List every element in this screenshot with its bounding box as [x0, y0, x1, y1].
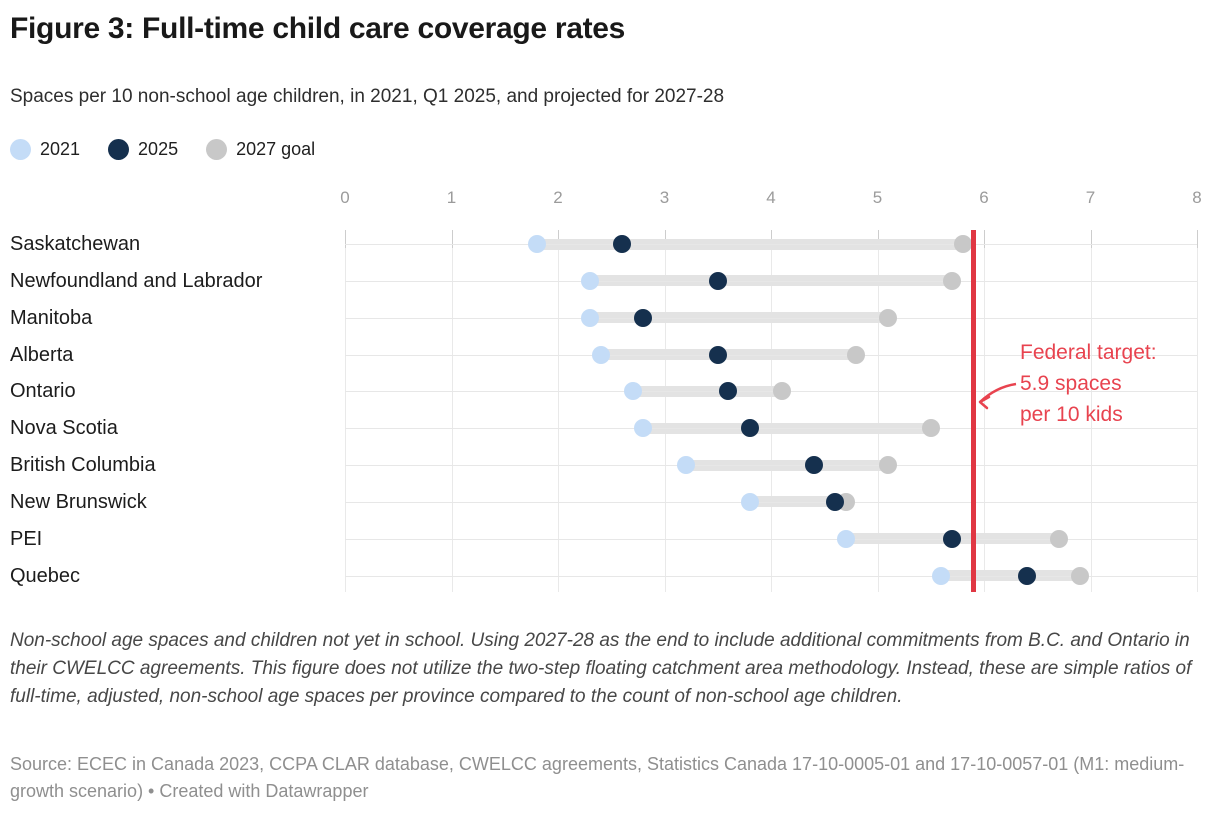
legend-label-2025: 2025 [138, 139, 179, 159]
dot-2025 [708, 345, 727, 364]
gridline [984, 230, 985, 592]
row-label: PEI [10, 527, 43, 550]
x-axis-tick-label: 0 [340, 188, 350, 207]
axis-tick [984, 230, 985, 248]
x-axis-tick-label: 2 [553, 188, 563, 207]
plot-area [345, 230, 1198, 592]
dot-2025 [825, 492, 844, 511]
axis-tick [451, 230, 453, 248]
chart-legend: 2021 2025 2027 goal [10, 139, 315, 160]
gridline [451, 230, 453, 592]
row-gridline [345, 575, 1197, 577]
axis-tick [1197, 230, 1198, 248]
legend-label-2021: 2021 [40, 139, 81, 159]
row-gridline [345, 244, 1197, 245]
gridline [1090, 230, 1092, 592]
dot-2021 [836, 529, 855, 548]
legend-dot-2027-goal-icon [206, 139, 228, 160]
dot-2027-goal [879, 308, 898, 327]
dot-2021 [676, 456, 695, 475]
x-axis-tick-label: 6 [979, 188, 989, 207]
x-axis-tick-label: 5 [872, 188, 883, 207]
row-gridline [345, 280, 1197, 282]
dot-range-chart: 0 1 2 3 4 5 6 7 8 Saskatchewan Newfoundland and L… [0, 185, 1220, 605]
row-gridline [345, 428, 1197, 430]
row-gridline [345, 465, 1197, 467]
legend-dot-2021-icon [10, 139, 31, 160]
axis-tick [1090, 230, 1092, 248]
row-label: Saskatchewan [10, 233, 141, 255]
gridline [877, 230, 879, 592]
chart-subtitle: Spaces per 10 non-school age children, i… [10, 86, 725, 107]
dot-2025 [612, 235, 631, 253]
dot-2021 [527, 235, 546, 253]
axis-tick [345, 230, 346, 248]
dot-2027-goal [879, 456, 898, 475]
x-axis-tick-label: 4 [766, 188, 776, 207]
row-gridline [345, 538, 1197, 540]
dot-2025 [1017, 566, 1036, 585]
page-title: Figure 3: Full-time child care coverage … [10, 12, 626, 45]
dot-2025 [634, 308, 653, 327]
annotation-line-2: 5.9 spaces [1020, 372, 1122, 395]
dot-2025 [719, 382, 738, 401]
dot-2027-goal [1049, 529, 1068, 548]
source-line: Source: ECEC in Canada 2023, CCPA CLAR d… [10, 754, 1185, 801]
federal-target-line [970, 230, 976, 592]
row-gridline [345, 501, 1197, 503]
row-gridline [345, 391, 1197, 393]
row-gridline [345, 317, 1197, 319]
gridline [771, 230, 772, 592]
dot-2025 [708, 271, 727, 290]
dot-2027-goal [943, 271, 962, 290]
row-label: Nova Scotia [10, 417, 118, 440]
x-axis-tick-label: 7 [1085, 188, 1096, 207]
dot-2027-goal [921, 419, 940, 438]
x-axis-tick-label: 8 [1192, 188, 1202, 207]
annotation-line-1: Federal target: [1020, 341, 1157, 364]
row-label: New Brunswick [10, 490, 147, 513]
legend-label-2027-goal: 2027 goal [236, 139, 316, 159]
row-label: Ontario [10, 380, 76, 403]
row-gridline [345, 354, 1197, 356]
dot-2021 [932, 566, 951, 585]
annotation-line-3: per 10 kids [1020, 403, 1123, 426]
legend-item-2021: 2021 [10, 139, 80, 160]
row-label: British Columbia [10, 454, 156, 477]
row-label: Newfoundland and Labrador [10, 269, 263, 292]
x-axis-tick-label: 3 [659, 188, 670, 207]
annotation-arrow-icon [978, 382, 1017, 410]
federal-target-annotation: Federal target: 5.9 spaces per 10 kids [1020, 337, 1157, 430]
dot-2021 [591, 345, 610, 364]
dot-2021 [580, 271, 599, 290]
dot-2021 [623, 382, 642, 401]
gridline [345, 230, 346, 592]
legend-item-2027-goal: 2027 goal [206, 139, 315, 160]
row-label: Alberta [10, 343, 74, 366]
legend-dot-2025-icon [108, 139, 130, 160]
row-label: Manitoba [10, 306, 93, 329]
gridline [558, 230, 559, 592]
dot-2025 [804, 456, 823, 475]
dot-2027-goal [1070, 566, 1089, 585]
dot-2025 [740, 419, 759, 438]
x-axis-tick-label: 1 [446, 188, 457, 207]
chart-footnote: Non-school age spaces and children not y… [10, 630, 1192, 707]
dot-2027-goal [953, 235, 972, 253]
dot-2025 [943, 529, 962, 548]
dot-2021 [580, 308, 599, 327]
dot-2021 [740, 492, 759, 511]
gridline [664, 230, 666, 592]
legend-item-2025: 2025 [108, 139, 178, 160]
dot-2027-goal [847, 345, 866, 364]
dot-2021 [634, 419, 653, 438]
row-label: Quebec [10, 564, 81, 587]
gridline [1197, 230, 1198, 592]
dot-2027-goal [772, 382, 791, 401]
